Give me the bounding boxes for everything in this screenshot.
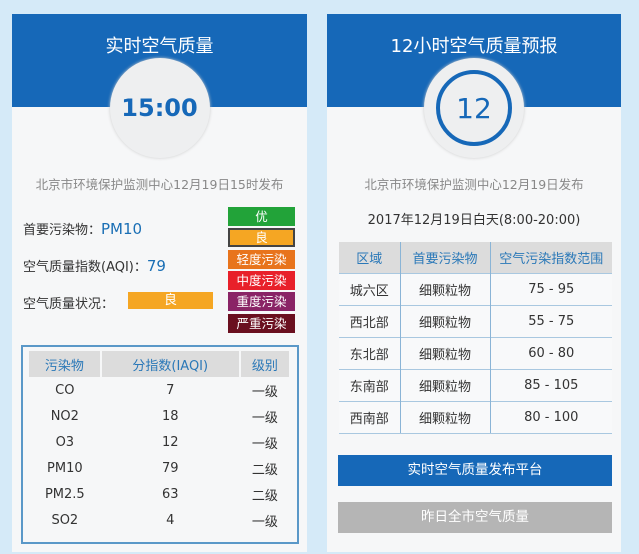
yesterday-quality-button[interactable]: 昨日全市空气质量	[338, 502, 612, 533]
table-cell: 细颗粒物	[400, 304, 491, 337]
table-cell: 细颗粒物	[400, 368, 491, 401]
legend-item: 优	[228, 207, 295, 226]
table-cell: 55 - 75	[490, 304, 612, 337]
table-cell: 东南部	[339, 368, 401, 401]
legend-item: 轻度污染	[228, 249, 295, 269]
legend-item: 重度污染	[228, 292, 295, 312]
table-row: O3 12 一级	[29, 429, 290, 455]
table-cell: 西南部	[339, 400, 401, 434]
table-cell: 二级	[251, 462, 278, 478]
column-header: 首要污染物	[400, 242, 491, 273]
table-cell: 细颗粒物	[400, 400, 491, 434]
table-cell: 二级	[251, 488, 278, 504]
table-cell: 一级	[251, 436, 278, 452]
table-cell: NO2	[50, 408, 79, 424]
time-value: 15:00	[121, 70, 198, 146]
column-header: 污染物	[29, 351, 102, 377]
hours-circle: 12	[424, 58, 524, 158]
table-cell: PM2.5	[44, 486, 85, 502]
table-cell: 细颗粒物	[400, 336, 491, 369]
forecast-table: 区域 首要污染物 空气污染指数范围 城六区 细颗粒物 75 - 95 西北部 细颗粒物 55 -…	[339, 242, 612, 434]
table-row: CO 7 一级	[29, 377, 290, 403]
status-badge: 良	[128, 292, 213, 309]
publisher-text: 北京市环境保护监测中心12月19日15时发布	[35, 177, 284, 192]
table-cell: O3	[55, 434, 75, 450]
primary-pollutant: 首要污染物：PM10	[23, 219, 142, 238]
table-cell: PM10	[47, 460, 83, 476]
hours-value: 12	[436, 70, 512, 146]
table-row: NO2 18 一级	[29, 403, 290, 429]
status-label: 空气质量状况：	[23, 297, 115, 312]
column-header: 级别	[239, 351, 292, 377]
table-row: 西北部 细颗粒物 55 - 75	[339, 304, 612, 337]
table-cell: 城六区	[339, 272, 401, 305]
publisher-text: 北京市环境保护监测中心12月19日发布	[364, 177, 584, 192]
table-cell: SO2	[51, 512, 79, 528]
table-row: PM10 79 二级	[29, 455, 290, 481]
realtime-panel: 实时空气质量 15:00 北京市环境保护监测中心12月19日15时发布 首要污染…	[12, 14, 307, 552]
table-cell: 细颗粒物	[400, 272, 491, 305]
table-cell: 一级	[251, 410, 278, 426]
table-cell: CO	[55, 382, 75, 398]
aqi-label: 空气质量指数(AQI)：	[23, 260, 147, 275]
table-row: PM2.5 63 二级	[29, 481, 290, 507]
table-cell: 60 - 80	[490, 336, 612, 369]
table-cell: 4	[166, 512, 175, 528]
primary-pollutant-label: 首要污染物：	[23, 223, 102, 238]
column-header: 空气污染指数范围	[490, 242, 612, 273]
table-row: 东南部 细颗粒物 85 - 105	[339, 368, 612, 401]
table-cell: 63	[161, 486, 179, 502]
aqi-value: 79	[146, 257, 166, 275]
column-header: 区域	[339, 242, 401, 273]
forecast-period: 2017年12月19日白天(8:00-20:00)	[367, 213, 581, 228]
table-cell: 12	[161, 434, 179, 450]
table-row: 西南部 细颗粒物 80 - 100	[339, 400, 612, 434]
table-cell: 一级	[251, 514, 278, 530]
table-cell: 西北部	[339, 304, 401, 337]
legend-item: 良	[228, 228, 295, 248]
column-header: 分指数(IAQI)	[100, 351, 241, 377]
aqi: 空气质量指数(AQI)：79	[23, 256, 166, 275]
table-row: SO2 4 一级	[29, 507, 290, 533]
table-row: 东北部 细颗粒物 60 - 80	[339, 336, 612, 369]
table-row: 城六区 细颗粒物 75 - 95	[339, 272, 612, 305]
time-circle: 15:00	[109, 58, 210, 158]
forecast-panel: 12小时空气质量预报 12 北京市环境保护监测中心12月19日发布 2017年1…	[327, 14, 621, 552]
table-cell: 7	[166, 382, 175, 398]
table-cell: 80 - 100	[490, 400, 612, 434]
table-cell: 一级	[251, 384, 278, 400]
table-cell: 东北部	[339, 336, 401, 369]
primary-pollutant-value: PM10	[101, 220, 143, 238]
table-cell: 79	[161, 460, 179, 476]
table-cell: 85 - 105	[490, 368, 612, 401]
pollutant-table: 污染物 分指数(IAQI) 级别 CO 7 一级 NO2 18 一级 O3 12 一级 PM10 79 二级…	[21, 345, 299, 544]
table-cell: 75 - 95	[490, 272, 612, 305]
legend-item: 中度污染	[228, 270, 295, 290]
legend-item: 严重污染	[228, 313, 295, 333]
realtime-platform-button[interactable]: 实时空气质量发布平台	[338, 455, 612, 486]
table-cell: 18	[161, 408, 179, 424]
